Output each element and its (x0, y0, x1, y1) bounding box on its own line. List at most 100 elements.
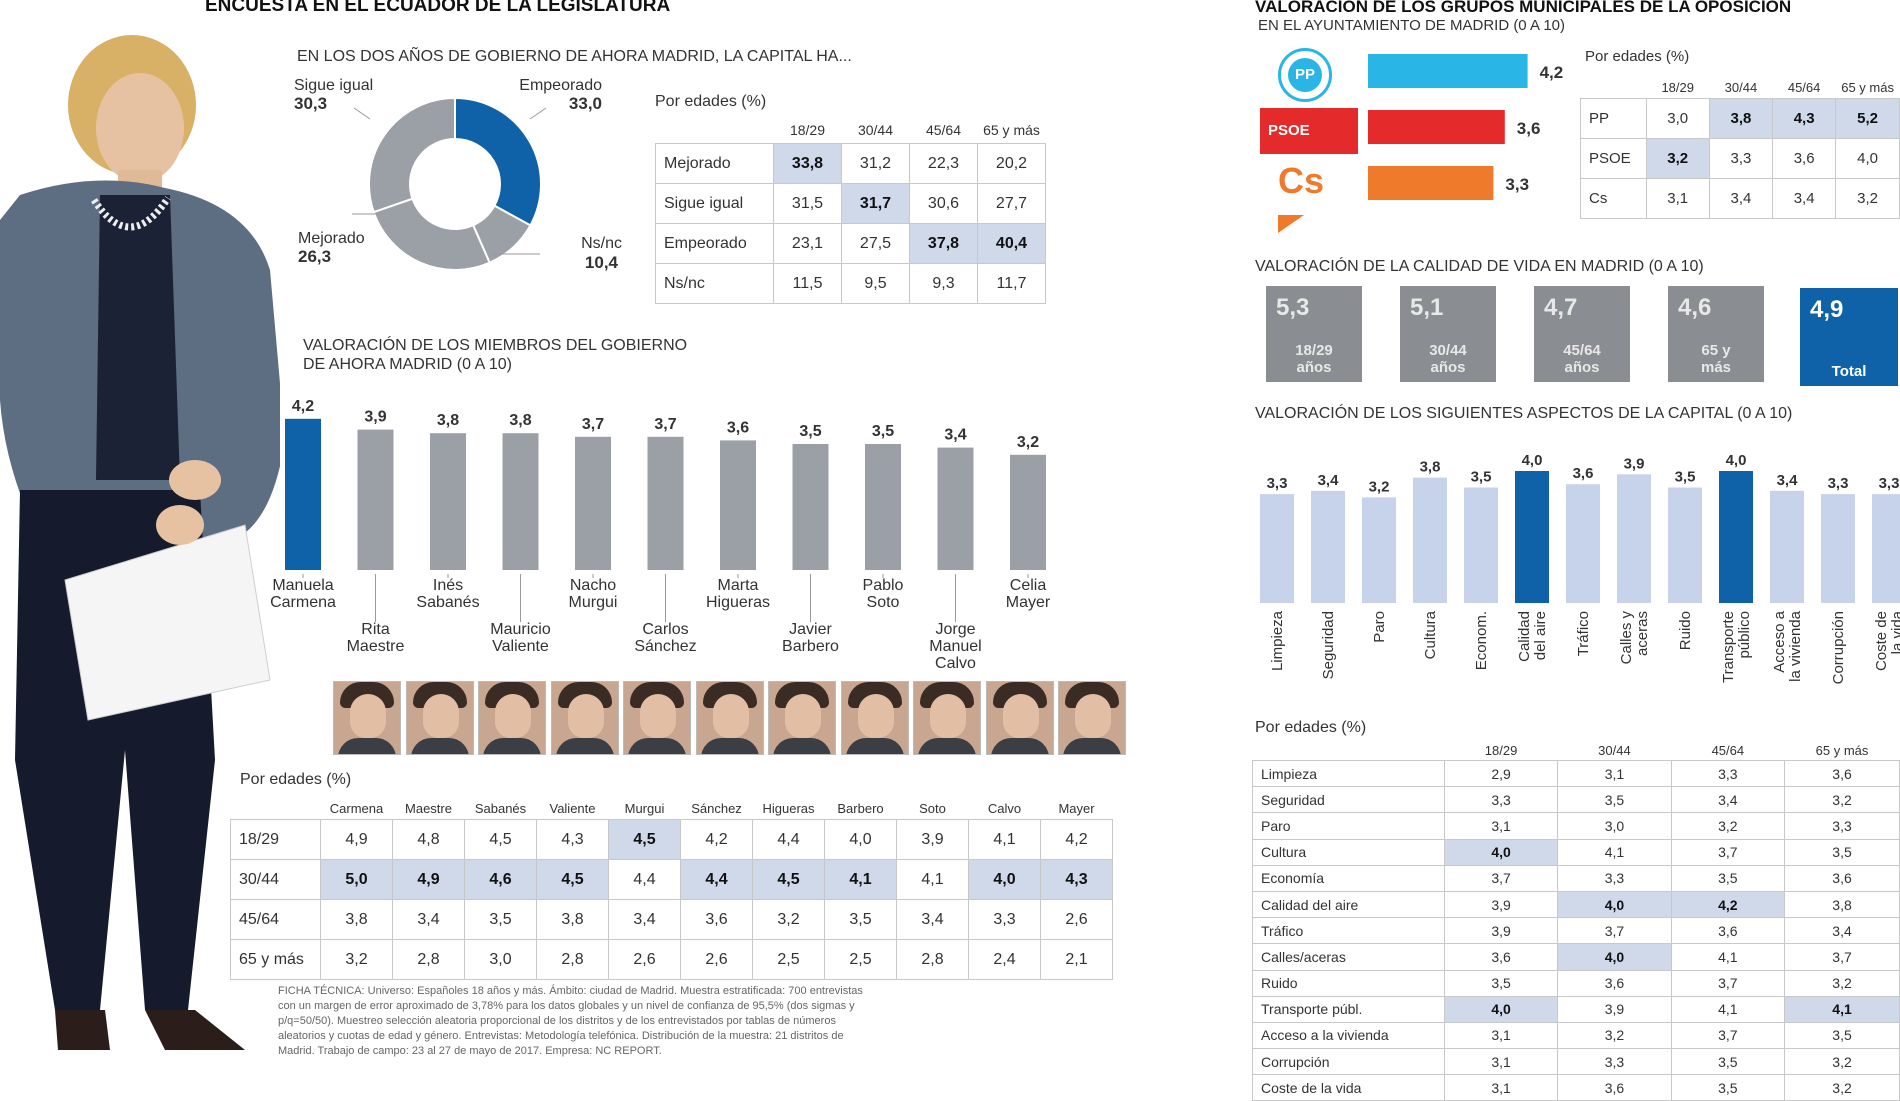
table-header-row: 18/29 30/44 45/64 65 y más (1253, 740, 1900, 761)
ficha-line: aleatorios y cuotas de edad y género. En… (278, 1030, 844, 1042)
portrait-shirt (410, 738, 469, 754)
table-cell: 4,1 (1670, 943, 1786, 971)
table-column-header: 30/44 (1598, 742, 1631, 758)
member-bar (285, 418, 321, 570)
party-bar-value: 3,3 (1505, 175, 1529, 194)
table-cell: 4,1 (1670, 995, 1786, 1023)
table-header-row: 18/29 30/44 45/64 65 y más (656, 117, 1046, 144)
aspect-label: Cultura (1422, 610, 1439, 659)
member-bar (430, 433, 466, 570)
table-column-header: Mayer (1058, 800, 1095, 816)
aspect-bar (1821, 494, 1855, 603)
aspect-bar (1362, 497, 1396, 603)
member-bar (792, 444, 829, 570)
table-cell: 3,2 (1645, 138, 1710, 179)
table-cell: 33,8 (773, 143, 842, 184)
table-cell: 3,5 (1670, 1048, 1786, 1076)
donut-leader-line (529, 107, 547, 120)
table-cell: 2,6 (1040, 899, 1113, 940)
table-cell: 22,3 (909, 143, 978, 184)
table-cell: 3,0 (1557, 812, 1672, 840)
donut-slice (454, 96, 542, 227)
table-row: 45/64 3,8 3,4 3,5 3,8 3,4 3,6 3,2 3,5 3,4 3,3 2,6 (230, 899, 1113, 940)
member-portrait (623, 681, 691, 755)
table-cell: 4,2 (1040, 819, 1113, 860)
aspects-edades-label: Por edades (%) (1255, 719, 1367, 736)
aspect-label: Econom. (1473, 611, 1490, 670)
member-bar (937, 447, 974, 570)
quality-label: 30/44 años (1400, 342, 1496, 376)
member-name: Javier (789, 621, 832, 638)
quality-label-line: años (1296, 359, 1332, 376)
aspects-bar-chart: 3,3 Limpieza 3,4 Seguridad 3,2 Paro 3,8 Cultura… (1260, 452, 1900, 684)
table-cell: 4,0 (1443, 995, 1559, 1023)
quality-value: 5,1 (1410, 294, 1444, 321)
table-row-label: Economía (1252, 864, 1445, 892)
portrait-shirt (773, 738, 831, 754)
psoe-logo-text: PSOE (1268, 122, 1310, 139)
quality-value: 4,6 (1678, 294, 1712, 321)
table-cell: 3,5 (1670, 864, 1786, 892)
member-bar (502, 433, 539, 570)
table-row-label: Corrupción (1252, 1048, 1445, 1076)
table-cell: 3,2 (1835, 178, 1900, 219)
table-row-label: PSOE (1580, 138, 1647, 179)
table-row-label: Ruido (1252, 969, 1445, 997)
table-row: Limpieza 2,9 3,1 3,3 3,6 (1252, 759, 1900, 788)
table-cell: 4,5 (536, 859, 609, 900)
portrait-shirt (990, 738, 1049, 754)
quality-box: 5,3 18/29 años (1266, 286, 1362, 382)
table-column-header: Higueras (762, 800, 815, 816)
table-cell: 4,8 (392, 819, 465, 860)
party-bar (1368, 166, 1494, 200)
table-cell: 3,0 (1645, 98, 1710, 139)
table-column-header: Barbero (837, 800, 884, 816)
cs-logo-text: Cs (1278, 160, 1325, 201)
table-row: Ns/nc 11,5 9,5 9,3 11,7 (655, 263, 1046, 304)
member-name: Carmena (270, 594, 336, 611)
table-cell: 3,4 (1784, 917, 1900, 945)
member-bar-value: 3,6 (727, 419, 749, 436)
table-corner (1581, 76, 1647, 99)
aspect-bar (1260, 494, 1294, 603)
table-cell: 3,2 (1784, 969, 1900, 997)
table-cell: 2,6 (680, 939, 753, 980)
aspect-bar-value: 4,0 (1726, 452, 1747, 469)
left-header: ENCUESTA EN EL ECUADOR DE LA LEGISLATURA (205, 0, 671, 16)
cs-logo-icon: Cs (1278, 160, 1324, 202)
table-cell: 3,4 (1670, 786, 1786, 814)
table-row: Calidad del aire 3,9 4,0 4,2 3,8 (1252, 890, 1900, 919)
table-cell: 5,0 (320, 859, 393, 900)
table-cell: 3,6 (1784, 864, 1900, 892)
table-cell: 4,6 (464, 859, 537, 900)
aspect-bar (1515, 471, 1549, 603)
table-cell: 2,8 (392, 939, 465, 980)
portrait-head (495, 694, 531, 738)
table-cell: 5,2 (1835, 98, 1900, 139)
table-row: Corrupción 3,1 3,3 3,5 3,2 (1252, 1048, 1900, 1076)
aspect-label: Limpieza (1269, 610, 1286, 671)
member-name: Nacho (570, 577, 616, 594)
member-bar (575, 436, 611, 570)
member-name: Rita (361, 621, 390, 638)
portrait-shirt (1063, 738, 1121, 754)
aspect-bar-value: 3,3 (1267, 475, 1288, 492)
table-cell: 3,4 (896, 899, 969, 940)
member-portrait (695, 681, 764, 755)
table-cell: 4,1 (824, 859, 897, 900)
table-cell: 3,4 (392, 899, 465, 940)
table-cell: 3,8 (1708, 98, 1774, 139)
member-name: Pablo (863, 577, 904, 594)
member-name: Higueras (706, 594, 770, 611)
table-cell: 3,5 (1557, 786, 1672, 814)
portrait-head (1002, 694, 1039, 738)
quality-value: 4,7 (1544, 294, 1578, 321)
table-cell: 4,1 (896, 859, 969, 900)
donut-slice-value: 10,4 (585, 253, 619, 272)
table-corner (656, 117, 774, 144)
table-cell: 3,3 (1784, 812, 1900, 840)
table-corner (1253, 740, 1445, 761)
aspect-label: la vida (1889, 610, 1900, 654)
table-cell: 4,0 (1443, 838, 1559, 866)
member-portrait (840, 681, 909, 755)
